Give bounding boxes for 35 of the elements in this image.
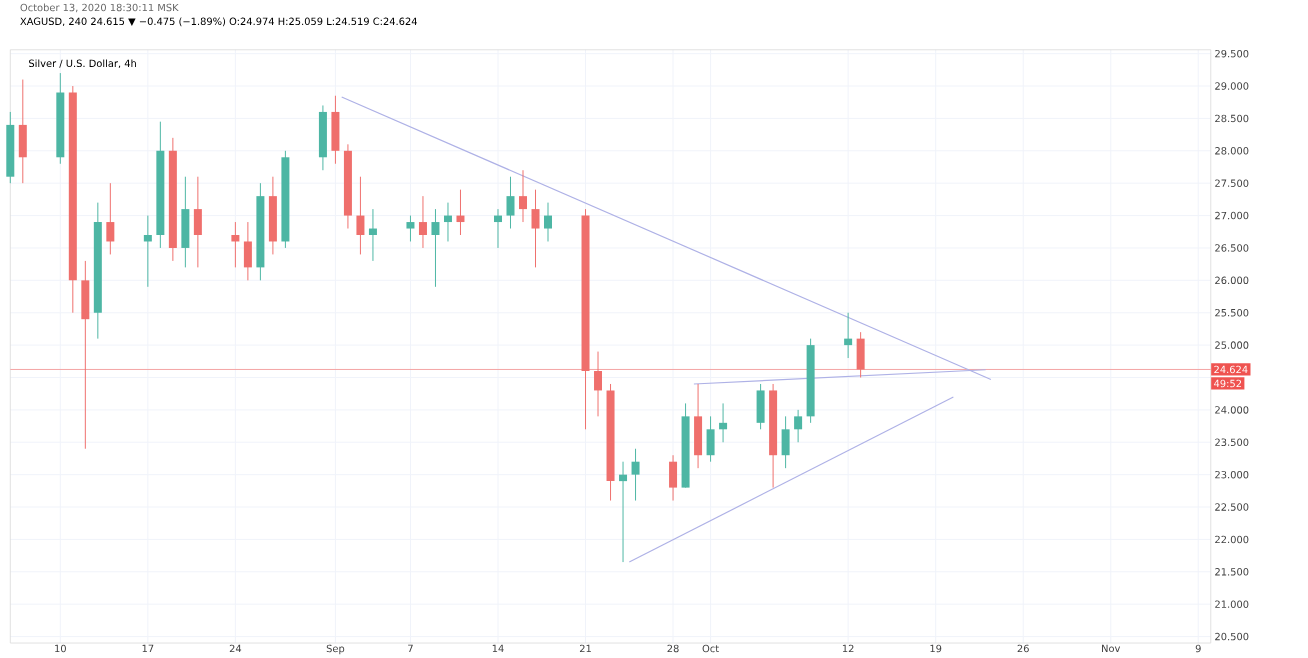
candlestick: [706, 416, 715, 463]
candlestick: [544, 202, 553, 243]
candlestick: [368, 208, 377, 262]
candlestick: [519, 170, 527, 223]
candlestick: [181, 176, 190, 269]
candlestick: [531, 189, 540, 269]
candlestick: [493, 208, 502, 249]
candlestick: [243, 221, 252, 282]
candlestick: [143, 215, 152, 288]
candlestick: [406, 215, 415, 243]
candlestick: [694, 383, 703, 469]
candlestick: [756, 383, 765, 431]
candlestick: [844, 312, 853, 359]
candlestick: [856, 331, 865, 379]
candlestick: [431, 208, 440, 288]
candlestick: [331, 95, 340, 165]
candlestick: [231, 221, 240, 269]
candlestick: [418, 195, 427, 249]
candlestick: [268, 176, 277, 256]
candlestick: [594, 351, 603, 418]
candlestick: [81, 260, 90, 450]
candlestick: [506, 176, 515, 230]
candlestick: [456, 189, 465, 236]
candlestick: [719, 403, 728, 444]
candlestick: [781, 416, 790, 469]
candlestick: [794, 409, 803, 444]
candlestick: [106, 182, 115, 256]
candlestick: [318, 105, 327, 172]
candlestick: [193, 176, 202, 269]
candlestick: [18, 79, 27, 184]
candlestick: [443, 202, 452, 243]
candlestick: [631, 448, 640, 502]
candlestick: [669, 455, 678, 502]
candlestick: [356, 176, 365, 256]
candlestick: [619, 461, 628, 563]
